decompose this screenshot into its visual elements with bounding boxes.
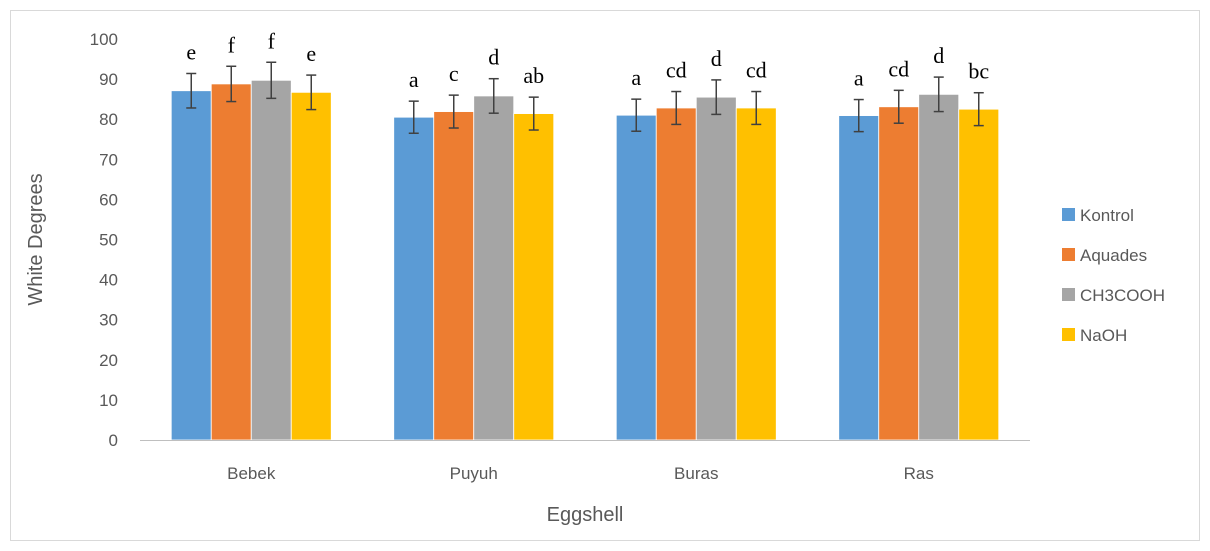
- significance-label: a: [631, 65, 641, 90]
- bar-naoh-buras: [735, 107, 777, 441]
- bar-ch3cooh-ras: [918, 93, 960, 441]
- x-category-label: Puyuh: [450, 464, 498, 483]
- significance-label: f: [228, 32, 236, 57]
- bar-ch3cooh-buras: [695, 96, 737, 441]
- significance-label: cd: [888, 56, 909, 81]
- significance-label: f: [268, 28, 276, 53]
- significance-label: e: [186, 39, 196, 64]
- error-bars: [186, 61, 984, 134]
- bar-kontrol-puyuh: [393, 116, 435, 441]
- significance-label: a: [409, 67, 419, 92]
- legend-label: CH3COOH: [1080, 286, 1165, 305]
- significance-label: e: [306, 41, 316, 66]
- y-tick-label: 40: [99, 271, 118, 290]
- significance-label: a: [854, 66, 864, 91]
- bar-kontrol-ras: [838, 115, 880, 441]
- legend-label: Aquades: [1080, 246, 1147, 265]
- y-tick-label: 10: [99, 391, 118, 410]
- significance-label: d: [488, 45, 499, 70]
- legend-swatch-kontrol: [1062, 208, 1075, 221]
- y-tick-label: 90: [99, 70, 118, 89]
- bar-naoh-bebek: [290, 91, 332, 441]
- bar-ch3cooh-bebek: [250, 79, 292, 441]
- y-tick-label: 70: [99, 150, 118, 169]
- y-tick-label: 100: [90, 30, 118, 49]
- legend-swatch-ch3cooh: [1062, 288, 1075, 301]
- y-tick-label: 20: [99, 351, 118, 370]
- y-axis-ticks: 0 10 20 30 40 50 60 70 80 90 100: [90, 30, 118, 450]
- x-axis-title: Eggshell: [547, 504, 624, 526]
- y-tick-label: 50: [99, 231, 118, 250]
- significance-label: c: [449, 61, 459, 86]
- y-tick-label: 80: [99, 110, 118, 129]
- bar-aquades-bebek: [210, 83, 252, 441]
- legend-swatch-naoh: [1062, 328, 1075, 341]
- significance-label: d: [933, 43, 944, 68]
- y-tick-label: 0: [109, 431, 118, 450]
- significance-label: cd: [666, 58, 687, 83]
- x-category-label: Ras: [904, 464, 934, 483]
- bar-aquades-puyuh: [433, 111, 475, 441]
- y-tick-label: 60: [99, 190, 118, 209]
- bar-kontrol-bebek: [170, 90, 212, 441]
- bar-aquades-buras: [655, 107, 697, 441]
- bar-kontrol-buras: [615, 114, 657, 441]
- bar-naoh-ras: [958, 108, 1000, 441]
- significance-label: d: [711, 46, 722, 71]
- significance-label: bc: [968, 59, 989, 84]
- bar-aquades-ras: [878, 106, 920, 441]
- significance-label: cd: [746, 58, 767, 83]
- legend: Kontrol Aquades CH3COOH NaOH: [1062, 206, 1165, 345]
- legend-label: Kontrol: [1080, 206, 1134, 225]
- legend-swatch-aquades: [1062, 248, 1075, 261]
- y-axis-title: White Degrees: [25, 173, 47, 305]
- bars: [170, 79, 1000, 441]
- x-category-label: Buras: [674, 464, 718, 483]
- y-tick-label: 30: [99, 311, 118, 330]
- x-category-label: Bebek: [227, 464, 276, 483]
- bar-ch3cooh-puyuh: [473, 95, 515, 441]
- legend-label: NaOH: [1080, 326, 1127, 345]
- significance-label: ab: [523, 63, 544, 88]
- bar-naoh-puyuh: [513, 113, 555, 441]
- x-axis-categories: Bebek Puyuh Buras Ras: [227, 464, 934, 483]
